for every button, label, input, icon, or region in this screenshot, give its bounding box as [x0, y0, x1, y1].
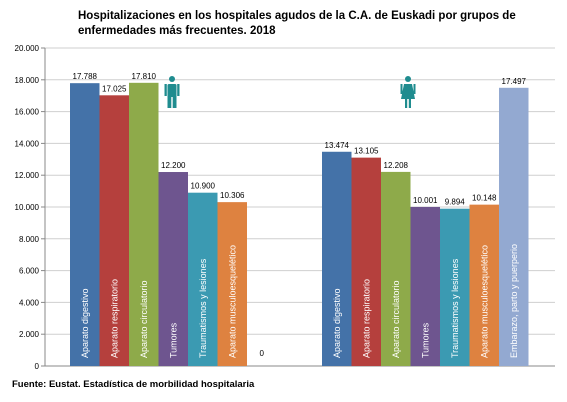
data-label: 13.474	[325, 141, 350, 150]
data-label: 17.025	[102, 84, 127, 93]
data-label: 10.306	[220, 191, 245, 200]
bar	[469, 204, 499, 366]
bars	[70, 82, 529, 367]
bar	[99, 95, 129, 367]
bar-category-label: Aparato circulatorio	[139, 280, 149, 358]
bar	[440, 208, 470, 366]
bar	[410, 206, 440, 366]
data-label: 17.810	[132, 72, 157, 81]
data-label: 9.894	[445, 198, 466, 207]
data-label: 17.788	[73, 72, 98, 81]
bar	[70, 83, 100, 366]
bar	[322, 151, 352, 366]
legend-icons	[164, 76, 416, 108]
data-label: 10.001	[413, 196, 438, 205]
data-labels: Aparato digestivo 17.788 Aparato respirato…	[73, 72, 527, 358]
data-label: 12.208	[384, 161, 409, 170]
y-tick-label: 10.000	[15, 203, 40, 212]
woman-icon	[400, 76, 416, 108]
bar	[129, 82, 159, 367]
y-tick-label: 14.000	[15, 139, 40, 148]
y-tick-label: 0	[35, 362, 40, 371]
bar-category-label: Traumatismos y lesiones	[450, 258, 460, 358]
data-label: 0	[260, 349, 265, 358]
y-tick-label: 8.000	[19, 235, 40, 244]
y-tick-label: 18.000	[15, 76, 40, 85]
data-label: 10.900	[191, 182, 216, 191]
bar	[351, 157, 381, 366]
chart-source: Fuente: Eustat. Estadística de morbilida…	[12, 379, 255, 390]
data-label: 17.497	[502, 77, 527, 86]
bar	[381, 171, 411, 366]
bar-category-label: Traumatismos y lesiones	[198, 258, 208, 358]
bar-category-label: Tumores	[420, 322, 430, 358]
y-tick-label: 12.000	[15, 171, 40, 180]
bar	[158, 172, 188, 366]
y-tick-label: 2.000	[19, 330, 40, 339]
bar-category-label: Aparato musculoesquelético	[479, 245, 489, 358]
bar-category-label: Embarazo, parto y puerperio	[509, 244, 519, 358]
bar	[217, 202, 247, 366]
man-icon	[164, 76, 180, 108]
data-label: 13.105	[354, 147, 379, 156]
data-label: 12.200	[161, 161, 186, 170]
data-label: 10.148	[472, 194, 497, 203]
bar-category-label: Tumores	[168, 322, 178, 358]
bar	[499, 87, 529, 366]
y-tick-label: 20.000	[15, 44, 40, 53]
y-tick-label: 16.000	[15, 108, 40, 117]
bar-category-label: Aparato digestivo	[80, 288, 90, 358]
y-tick-label: 6.000	[19, 267, 40, 276]
bar-category-label: Aparato digestivo	[332, 288, 342, 358]
bar-category-label: Aparato circulatorio	[391, 280, 401, 358]
bar-category-label: Aparato respiratorio	[109, 279, 119, 358]
y-tick-label: 4.000	[19, 298, 40, 307]
bar-category-label: Aparato respiratorio	[361, 279, 371, 358]
bar	[188, 192, 218, 366]
bar-category-label: Aparato musculoesquelético	[227, 245, 237, 358]
chart-title: Hospitalizaciones en los hospitales agud…	[78, 10, 516, 37]
